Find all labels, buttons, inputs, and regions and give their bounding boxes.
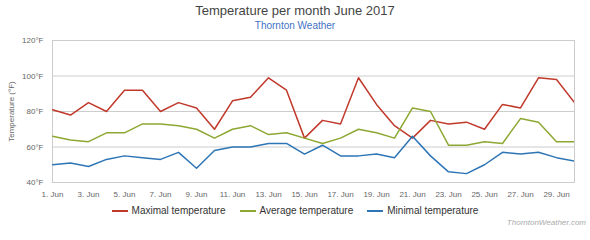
svg-text:11. Jun: 11. Jun (220, 190, 246, 199)
svg-text:19. Jun: 19. Jun (363, 190, 389, 199)
svg-text:9. Jun: 9. Jun (186, 190, 208, 199)
svg-text:17. Jun: 17. Jun (327, 190, 353, 199)
svg-text:29. Jun: 29. Jun (543, 190, 569, 199)
svg-text:120°F: 120°F (22, 36, 44, 45)
svg-text:60°F: 60°F (27, 143, 44, 152)
svg-text:23. Jun: 23. Jun (435, 190, 461, 199)
svg-text:27. Jun: 27. Jun (507, 190, 533, 199)
html-text:Thornton Weather: Thornton Weather (254, 20, 336, 31)
html-text:Minimal temperature: Minimal temperature (387, 205, 479, 216)
html-text:Average temperature: Average temperature (259, 205, 354, 216)
svg-text:1. Jun: 1. Jun (42, 190, 64, 199)
html-text:Temperature per month June 201: Temperature per month June 2017 (195, 3, 395, 18)
svg-text:40°F: 40°F (27, 178, 44, 187)
svg-text:13. Jun: 13. Jun (255, 190, 281, 199)
html-text:ThorntonWeather.com: ThorntonWeather.com (506, 218, 586, 227)
svg-text:100°F: 100°F (22, 72, 44, 81)
svg-text:25. Jun: 25. Jun (471, 190, 497, 199)
svg-text:3. Jun: 3. Jun (78, 190, 100, 199)
html-text:Maximal temperature: Maximal temperature (131, 205, 226, 216)
svg-text:Temperature (°F): Temperature (°F) (7, 81, 16, 142)
svg-text:5. Jun: 5. Jun (114, 190, 136, 199)
svg-text:15. Jun: 15. Jun (291, 190, 317, 199)
svg-text:7. Jun: 7. Jun (150, 190, 172, 199)
svg-text:80°F: 80°F (27, 107, 44, 116)
svg-text:21. Jun: 21. Jun (399, 190, 425, 199)
